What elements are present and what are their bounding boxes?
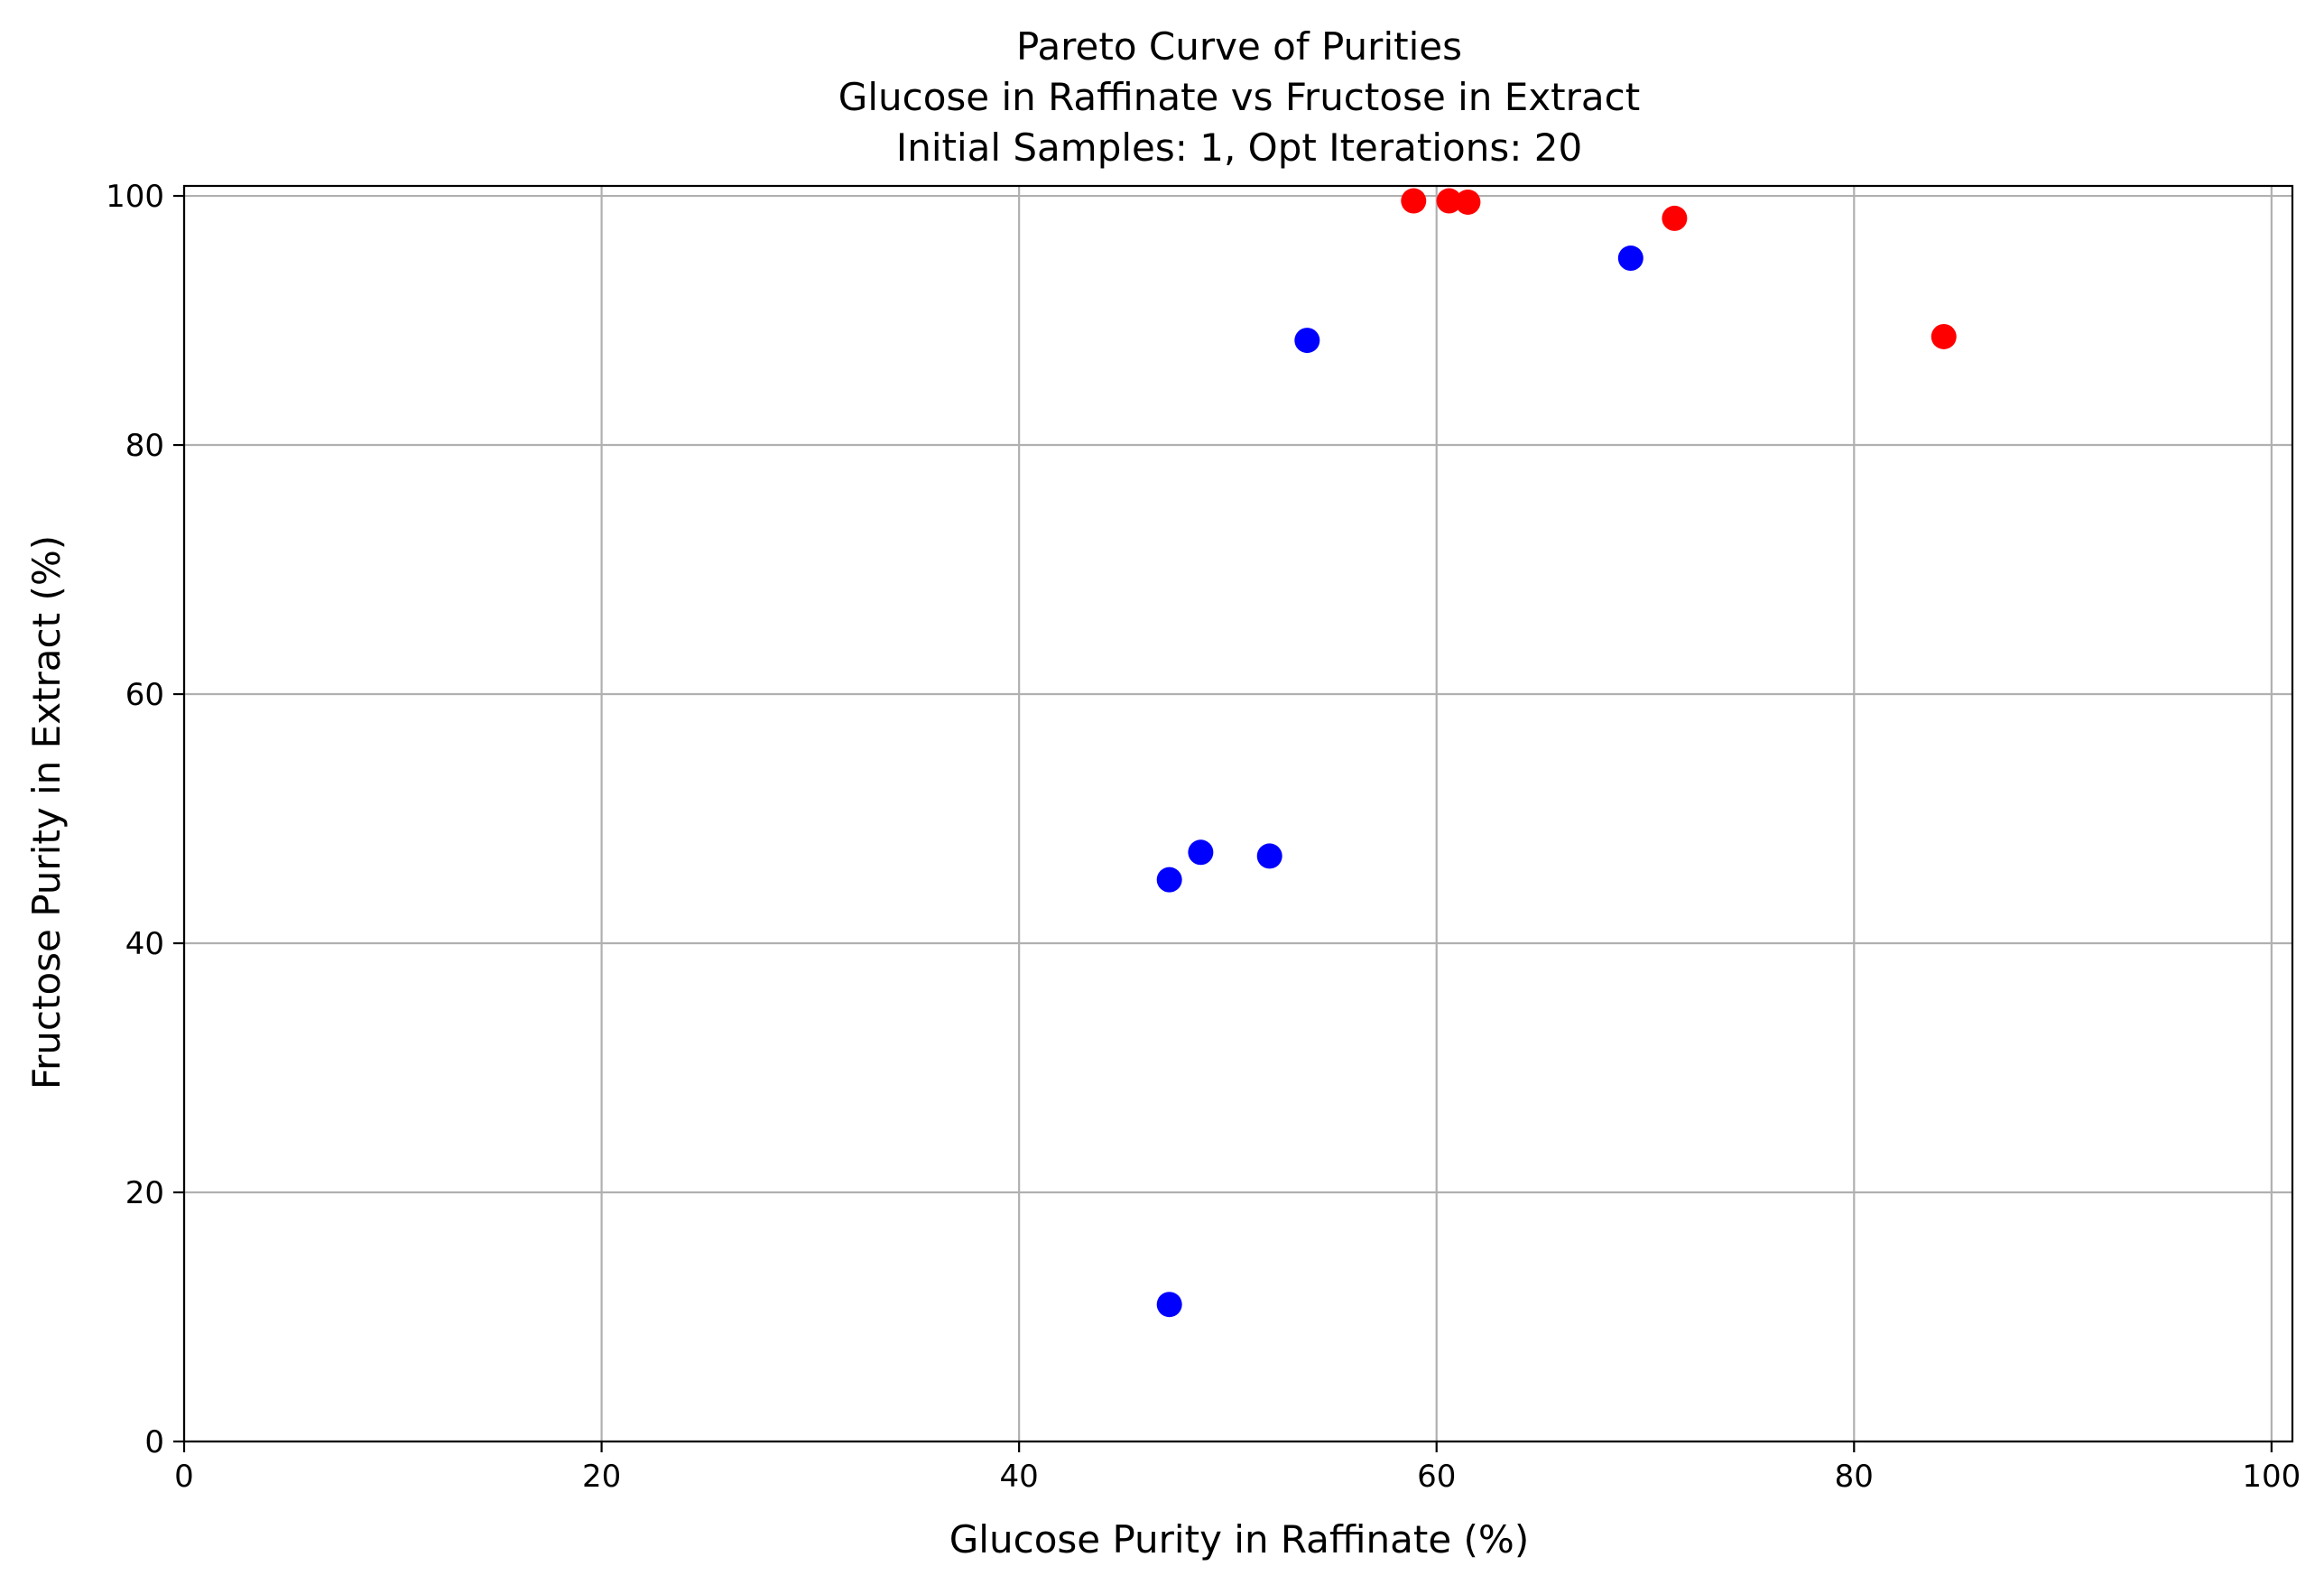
y-tick-label: 80 (125, 428, 164, 464)
chart-title: Pareto Curve of Purities Glucose in Raff… (838, 24, 1640, 170)
data-point-series-1 (1256, 843, 1282, 869)
x-tick-label: 0 (174, 1459, 194, 1495)
plot-frame (182, 184, 2294, 1443)
x-axis-label: Glucose Purity in Raffinate (%) (949, 1517, 1529, 1562)
data-point-series-2 (1930, 323, 1957, 349)
data-point-series-2 (1401, 188, 1427, 214)
y-axis-label: Fructose Purity in Extract (%) (24, 535, 69, 1089)
y-tick-label: 0 (144, 1424, 164, 1460)
data-point-series-1 (1617, 246, 1643, 272)
data-point-series-1 (1294, 328, 1320, 354)
data-point-series-2 (1662, 205, 1688, 231)
data-point-series-2 (1436, 188, 1462, 214)
title-line-2: Glucose in Raffinate vs Fructose in Extr… (838, 75, 1640, 119)
y-tick-label: 20 (125, 1175, 164, 1211)
title-line-3: Initial Samples: 1, Opt Iterations: 20 (896, 125, 1582, 170)
data-points (1156, 188, 1957, 1318)
x-tick-label: 60 (1417, 1459, 1456, 1495)
data-point-series-1 (1188, 839, 1214, 866)
data-point-series-1 (1156, 867, 1182, 893)
x-tick-label: 80 (1835, 1459, 1874, 1495)
data-point-series-2 (1455, 189, 1481, 215)
axis-ticks: 0 20 40 60 80 100 0 20 40 60 80 100 (106, 179, 2301, 1495)
y-tick-label: 100 (106, 179, 164, 215)
x-tick-label: 40 (1000, 1459, 1039, 1495)
x-tick-label: 100 (2242, 1459, 2301, 1495)
data-point-series-1 (1156, 1292, 1182, 1318)
y-tick-label: 40 (125, 926, 164, 962)
x-tick-label: 20 (582, 1459, 621, 1495)
grid (182, 186, 2292, 1443)
title-line-1: Pareto Curve of Purities (1016, 24, 1462, 69)
y-tick-label: 60 (125, 677, 164, 713)
